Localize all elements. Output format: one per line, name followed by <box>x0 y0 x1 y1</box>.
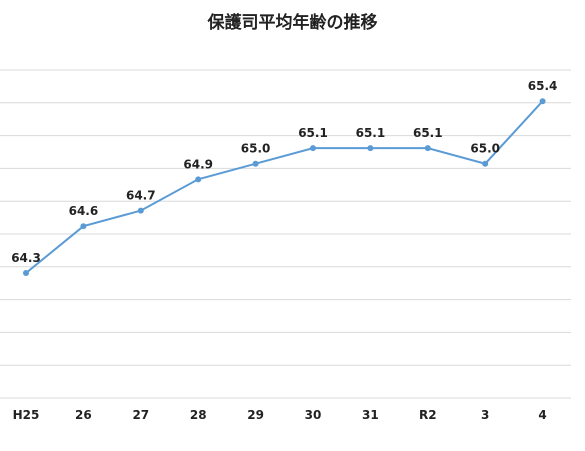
data-label: 65.1 <box>298 126 328 140</box>
x-tick-label: R2 <box>419 408 437 422</box>
data-label: 65.4 <box>528 79 558 93</box>
data-label: 64.9 <box>183 157 213 171</box>
data-point <box>482 160 489 167</box>
data-point <box>137 207 144 214</box>
data-point <box>539 98 546 105</box>
series-line <box>25 100 544 274</box>
x-tick-label: 4 <box>538 408 546 422</box>
data-label: 65.1 <box>413 126 443 140</box>
x-tick-label: 26 <box>75 408 92 422</box>
x-axis-ticks: H25 26 27 28 29 30 31 R2 3 4 <box>13 408 547 422</box>
data-point <box>195 176 202 183</box>
chart-title: 保護司平均年齢の推移 <box>207 13 378 33</box>
gridlines <box>0 69 571 399</box>
data-point <box>252 160 259 167</box>
data-point <box>424 145 431 152</box>
data-point <box>310 145 316 152</box>
x-tick-label: 28 <box>190 408 207 422</box>
data-label: 64.7 <box>126 189 156 203</box>
data-points <box>23 98 546 277</box>
x-tick-label: H25 <box>13 408 40 422</box>
data-label: 65.1 <box>356 126 386 140</box>
x-tick-label: 30 <box>305 408 322 422</box>
x-tick-label: 31 <box>362 408 379 422</box>
x-tick-label: 3 <box>481 408 489 422</box>
data-label: 64.3 <box>11 251 41 265</box>
data-point <box>80 223 87 230</box>
data-label: 65.0 <box>241 142 271 156</box>
x-tick-label: 27 <box>132 408 149 422</box>
data-labels: 64.3 64.6 64.7 64.9 65.0 65.1 65.1 65.1 65.0 65.4 <box>11 79 557 265</box>
data-point <box>23 270 29 277</box>
data-label: 64.6 <box>69 204 99 218</box>
data-label: 65.0 <box>470 142 500 156</box>
data-point <box>367 145 374 152</box>
x-tick-label: 29 <box>247 408 264 422</box>
